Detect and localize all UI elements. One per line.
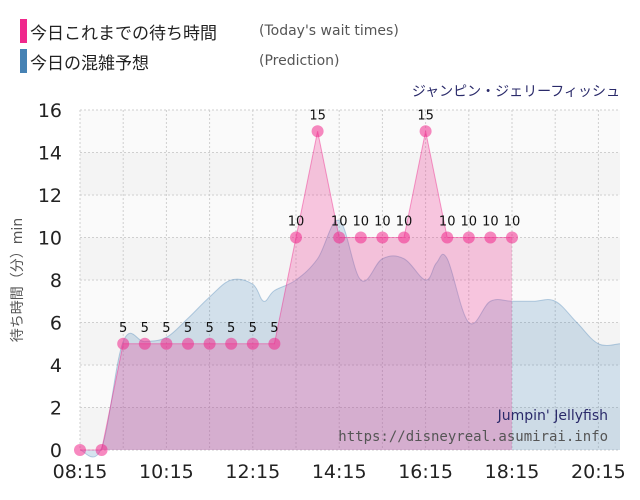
data-label: 10	[504, 215, 521, 230]
y-tick-label: 8	[50, 270, 62, 292]
data-label: 10	[461, 215, 478, 230]
data-point	[311, 125, 324, 138]
y-tick-label: 16	[38, 100, 62, 122]
data-point	[246, 337, 259, 350]
legend-label-prediction: 今日の混雑予想	[30, 53, 149, 74]
legend-note-prediction: (Prediction)	[259, 53, 340, 69]
watermark-url: https://disneyreal.asumirai.info	[338, 429, 608, 445]
data-label: 15	[417, 108, 434, 123]
plot-band	[80, 280, 620, 323]
data-point	[462, 231, 475, 244]
data-point	[182, 337, 194, 350]
prediction-area	[80, 220, 620, 458]
data-point	[203, 337, 216, 350]
data-label: 10	[288, 215, 305, 230]
y-tick-label: 2	[50, 398, 62, 420]
data-point	[354, 231, 367, 244]
x-tick-label: 12:15	[225, 461, 280, 483]
plot-band	[80, 195, 620, 238]
data-point	[160, 337, 173, 350]
data-label: 5	[270, 321, 278, 336]
data-label: 5	[205, 321, 213, 336]
data-label: 5	[184, 321, 192, 336]
plot-band	[80, 407, 620, 450]
data-label: 10	[331, 215, 348, 230]
prediction-line	[79, 219, 621, 458]
x-tick-label: 08:15	[53, 461, 108, 483]
plot-band	[80, 110, 620, 153]
data-point	[506, 231, 518, 244]
data-label: 10	[374, 215, 391, 230]
plot-band	[80, 237, 620, 280]
data-label: 5	[227, 321, 235, 336]
y-tick-label: 0	[50, 440, 62, 462]
grid-lines	[79, 109, 620, 451]
data-point	[376, 231, 389, 244]
data-label: 10	[439, 215, 456, 230]
x-tick-label: 16:15	[398, 461, 453, 483]
data-label: 5	[162, 321, 170, 336]
data-label: 5	[249, 321, 257, 336]
data-label: 10	[353, 215, 370, 230]
axes: 0 2 4 6 8 10 12 14 16 08:15 10:15 12:15 14:15 16:15 18…	[38, 100, 626, 483]
data-label: 10	[396, 215, 413, 230]
data-point	[484, 231, 497, 244]
data-point	[398, 231, 410, 244]
data-point	[95, 444, 108, 456]
data-point	[419, 125, 432, 138]
data-point	[333, 231, 346, 244]
y-axis-label: 待ち時間（分）min	[10, 218, 26, 342]
actual-area	[80, 131, 512, 450]
chart-title: ジャンピン・ジェリーフィッシュ	[412, 84, 620, 100]
y-tick-label: 12	[38, 185, 62, 207]
data-label: 15	[309, 108, 326, 123]
y-tick-label: 6	[50, 313, 62, 335]
data-point	[74, 444, 86, 456]
data-label: 5	[119, 321, 127, 336]
x-tick-label: 14:15	[312, 461, 367, 483]
legend-note-actual: (Today's wait times)	[259, 23, 399, 39]
plot-band	[80, 152, 620, 195]
data-point	[441, 231, 454, 244]
legend-swatch-prediction	[20, 49, 27, 73]
x-tick-label: 18:15	[485, 461, 540, 483]
x-tick-label: 10:15	[139, 461, 194, 483]
data-point	[117, 337, 130, 350]
data-points	[74, 125, 518, 456]
legend-swatch-actual	[20, 19, 27, 43]
data-label: 5	[141, 321, 149, 336]
watermark-name: Jumpin' Jellyfish	[497, 408, 608, 424]
x-tick-label: 20:15	[571, 461, 626, 483]
legend-label-actual: 今日これまでの待ち時間	[30, 23, 217, 44]
data-point	[138, 337, 151, 350]
y-tick-label: 14	[38, 143, 62, 165]
data-point	[290, 231, 302, 244]
data-point	[268, 337, 281, 350]
y-tick-label: 4	[50, 355, 62, 377]
data-label: 10	[482, 215, 499, 230]
plot-band	[80, 365, 620, 408]
data-point	[225, 337, 238, 350]
y-tick-label: 10	[38, 228, 62, 250]
